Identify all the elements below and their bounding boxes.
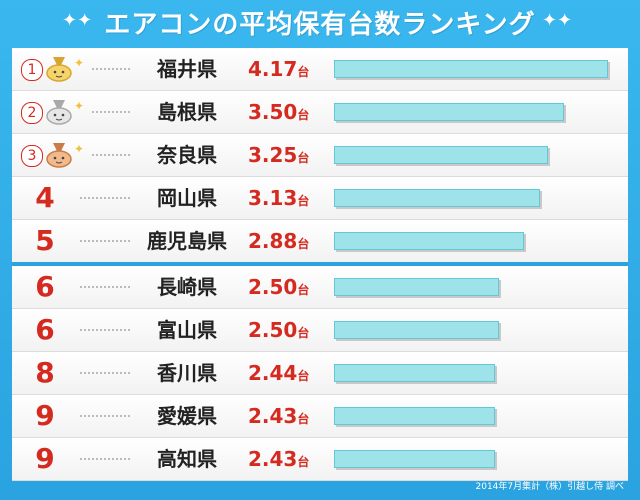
value-label: 3.25台: [248, 134, 328, 176]
sparkle-icon: ✦✦: [542, 10, 573, 31]
value-bar: [334, 60, 608, 78]
value-bar: [334, 103, 564, 121]
value-unit: 台: [297, 326, 310, 340]
ranking-row: 1 ✦ 福井県 4.17台: [12, 48, 628, 91]
ranking-row: 9 高知県 2.43台: [12, 438, 628, 481]
leader-dots: [92, 111, 130, 113]
ranking-row: 6 長崎県 2.50台: [12, 266, 628, 309]
leader-dots: [80, 240, 130, 242]
chart-title: エアコンの平均保有台数ランキング: [104, 10, 536, 40]
prefecture-name: 島根県: [157, 100, 217, 124]
value-label: 2.50台: [248, 266, 328, 308]
prefecture-name: 岡山県: [157, 186, 217, 210]
rank-number: 8: [35, 356, 55, 389]
leader-dots: [80, 286, 130, 288]
ranking-panel: 1 ✦ 福井県 4.17台 2 ✦ 島根県 3.50台 3 ✦ 奈良県 3.25台 4 岡山県 3.13台 5…: [12, 48, 628, 481]
sparkle-icon: ✦: [74, 142, 85, 156]
value-unit: 台: [297, 283, 310, 297]
rank-number: 4: [35, 181, 55, 214]
ranking-row: 8 香川県 2.44台: [12, 352, 628, 395]
value-number: 2.44: [248, 361, 298, 385]
value-number: 2.50: [248, 275, 298, 299]
sparkle-icon: ✦: [74, 99, 85, 113]
ranking-row: 4 岡山県 3.13台: [12, 177, 628, 220]
value-unit: 台: [297, 194, 310, 208]
prefecture-name: 長崎県: [157, 275, 217, 299]
ranking-row: 5 鹿児島県 2.88台: [12, 220, 628, 266]
leader-dots: [80, 458, 130, 460]
prefecture-name: 奈良県: [157, 143, 217, 167]
value-label: 2.43台: [248, 395, 328, 437]
rank-number: 6: [35, 313, 55, 346]
ranking-row: 2 ✦ 島根県 3.50台: [12, 91, 628, 134]
value-unit: 台: [297, 369, 310, 383]
value-label: 3.13台: [248, 177, 328, 219]
ranking-row: 9 愛媛県 2.43台: [12, 395, 628, 438]
value-label: 2.50台: [248, 309, 328, 351]
rank-number: 9: [35, 442, 55, 475]
prefecture-name: 愛媛県: [157, 404, 217, 428]
value-bar: [334, 321, 499, 339]
value-bar: [334, 278, 499, 296]
value-unit: 台: [297, 151, 310, 165]
value-label: 2.88台: [248, 220, 328, 262]
rank-number: 3: [21, 145, 43, 167]
leader-dots: [92, 154, 130, 156]
leader-dots: [80, 329, 130, 331]
rank-number: 2: [21, 102, 43, 124]
rank-number: 9: [35, 399, 55, 432]
value-unit: 台: [297, 455, 310, 469]
rank-number: 6: [35, 270, 55, 303]
leader-dots: [80, 197, 130, 199]
source-note: 2014年7月集計（株）引越し侍 調べ: [475, 482, 625, 492]
ranking-row: 3 ✦ 奈良県 3.25台: [12, 134, 628, 177]
value-bar: [334, 232, 524, 250]
bronze-medal-icon: [46, 143, 72, 168]
value-label: 3.50台: [248, 91, 328, 133]
value-bar: [334, 364, 495, 382]
value-unit: 台: [297, 108, 310, 122]
prefecture-name: 香川県: [157, 361, 217, 385]
value-number: 2.50: [248, 318, 298, 342]
value-number: 3.50: [248, 100, 298, 124]
ranking-row: 6 富山県 2.50台: [12, 309, 628, 352]
value-number: 2.88: [248, 229, 298, 253]
prefecture-name: 鹿児島県: [147, 229, 227, 253]
value-number: 4.17: [248, 57, 298, 81]
value-label: 2.43台: [248, 438, 328, 480]
value-number: 2.43: [248, 447, 298, 471]
rank-number: 5: [35, 224, 55, 257]
value-bar: [334, 407, 495, 425]
value-bar: [334, 146, 548, 164]
value-unit: 台: [297, 237, 310, 251]
prefecture-name: 福井県: [157, 57, 217, 81]
leader-dots: [80, 415, 130, 417]
value-label: 2.44台: [248, 352, 328, 394]
rank-number: 1: [21, 59, 43, 81]
leader-dots: [92, 68, 130, 70]
sparkle-icon: ✦✦: [62, 10, 93, 31]
value-bar: [334, 189, 540, 207]
gold-medal-icon: [46, 57, 72, 82]
value-bar: [334, 450, 495, 468]
value-number: 3.13: [248, 186, 298, 210]
leader-dots: [80, 372, 130, 374]
value-unit: 台: [297, 412, 310, 426]
value-label: 4.17台: [248, 48, 328, 90]
value-unit: 台: [297, 65, 310, 79]
sparkle-icon: ✦: [74, 56, 85, 70]
value-number: 2.43: [248, 404, 298, 428]
value-number: 3.25: [248, 143, 298, 167]
silver-medal-icon: [46, 100, 72, 125]
prefecture-name: 富山県: [157, 318, 217, 342]
prefecture-name: 高知県: [157, 447, 217, 471]
